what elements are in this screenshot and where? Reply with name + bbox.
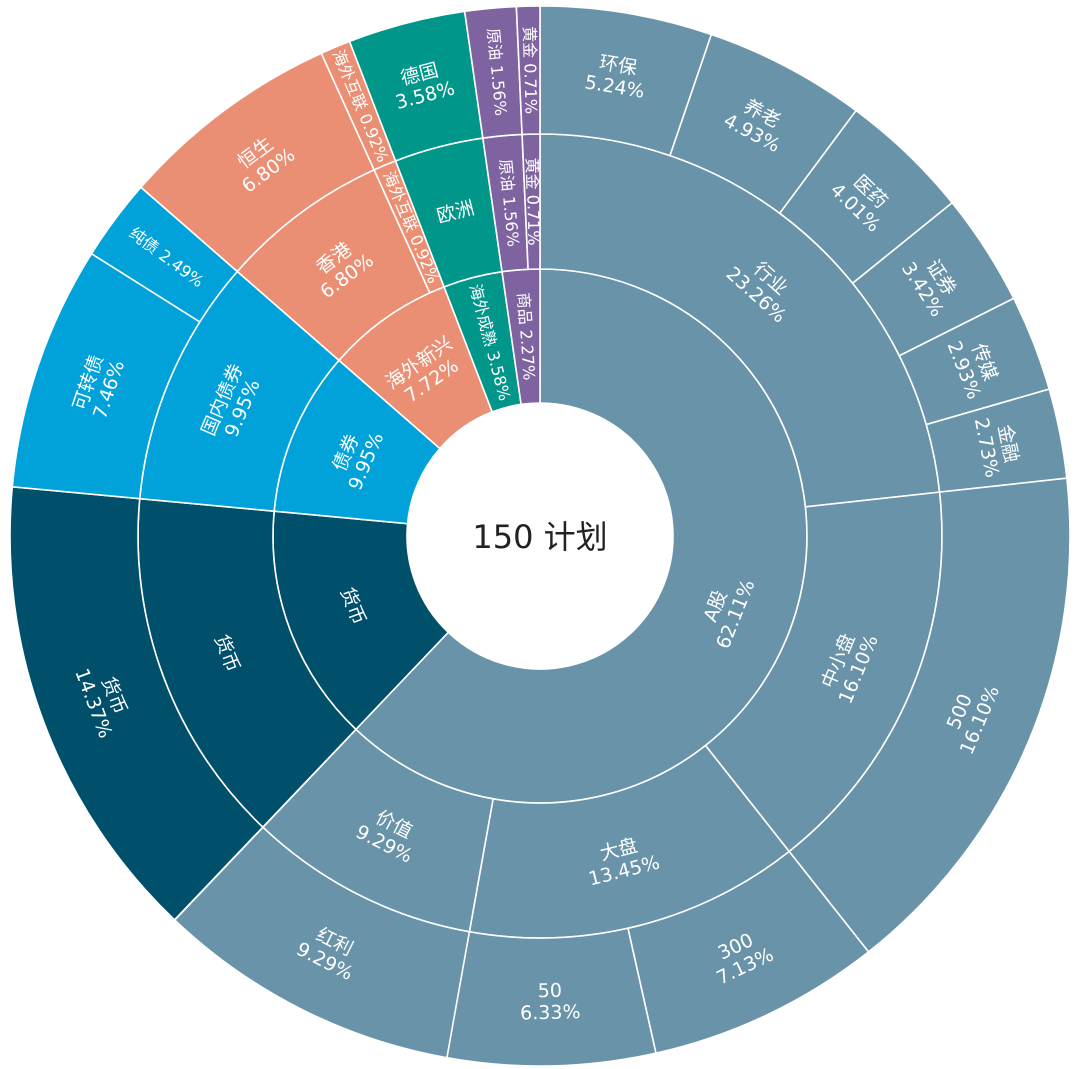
segment-name: 原油 <box>496 158 518 192</box>
segment-value: 0.71% <box>521 58 541 114</box>
svg-text:506.33%: 506.33% <box>519 979 580 1024</box>
segment-layer <box>9 5 1071 1067</box>
segment-value: 2.27% <box>516 324 539 381</box>
segment-label: 商品 2.27% <box>514 292 539 381</box>
svg-text:黄金 0.71%: 黄金 0.71% <box>520 26 541 114</box>
segment-name: 商品 <box>514 292 535 325</box>
segment-name: 50 <box>538 979 563 1002</box>
svg-text:商品 2.27%: 商品 2.27% <box>514 292 539 381</box>
segment-ring3-e9bb84e98791[interactable] <box>515 5 541 136</box>
chart-title: 150 计划 <box>472 518 607 556</box>
segment-value: 6.33% <box>520 1001 581 1024</box>
svg-text:金融2.73%: 金融2.73% <box>970 412 1025 480</box>
segment-label: 金融2.73% <box>970 412 1025 480</box>
svg-text:黄金 0.71%: 黄金 0.71% <box>523 157 544 245</box>
segment-name: 黄金 <box>523 157 543 189</box>
segment-name: 原油 <box>484 27 506 61</box>
svg-text:原油 1.56%: 原油 1.56% <box>484 27 511 116</box>
segment-label: 原油 1.56% <box>484 27 511 116</box>
segment-label: 506.33% <box>519 979 581 1024</box>
segment-label: 黄金 0.71% <box>520 26 541 114</box>
segment-label: 黄金 0.71% <box>523 157 544 245</box>
segment-value: 0.71% <box>524 189 544 245</box>
center-hole <box>407 403 673 669</box>
segment-name: 黄金 <box>520 26 540 58</box>
